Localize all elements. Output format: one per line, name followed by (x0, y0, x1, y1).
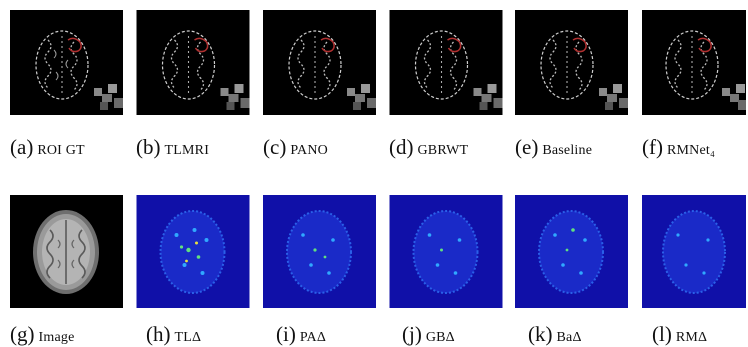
brain-edge-map (515, 10, 628, 115)
caption-tag: (a) (10, 135, 34, 159)
tl-error-map (136, 195, 250, 308)
caption-c: (c) PANO (263, 135, 328, 160)
caption-name: ROI GT (37, 143, 85, 158)
brain-mri-slice (10, 195, 123, 308)
caption-tag: (k) (528, 322, 553, 346)
gb-error-map (389, 195, 503, 308)
caption-name: Image (38, 330, 75, 345)
caption-name: PANO (290, 143, 328, 158)
baseline-image (515, 10, 628, 115)
error-map (389, 195, 503, 308)
caption-e: (e) Baseline (515, 135, 592, 160)
caption-f: (f) RMNet₄ (642, 135, 715, 160)
caption-tag: (d) (389, 135, 414, 159)
caption-i: (i) PAΔ (276, 322, 326, 347)
caption-tag: (j) (402, 322, 422, 346)
brain-edge-map (263, 10, 376, 115)
caption-name: BaΔ (556, 330, 582, 345)
caption-name: Baseline (542, 143, 593, 158)
caption-name: RMNet₄ (666, 143, 716, 158)
caption-name: RMΔ (675, 330, 708, 345)
tlmri-image (136, 10, 250, 115)
caption-name: GBΔ (425, 330, 455, 345)
caption-tag: (c) (263, 135, 287, 159)
brain-edge-map (389, 10, 503, 115)
mri-image (10, 195, 123, 308)
caption-tag: (b) (136, 135, 161, 159)
caption-tag: (i) (276, 322, 296, 346)
rmnet-image (642, 10, 746, 115)
brain-edge-map (642, 10, 746, 115)
caption-name: PAΔ (299, 330, 327, 345)
caption-tag: (g) (10, 322, 35, 346)
caption-a: (a) ROI GT (10, 135, 85, 160)
caption-j: (j) GBΔ (402, 322, 455, 347)
pano-image (263, 10, 376, 115)
error-map (515, 195, 628, 308)
brain-edge-map (10, 10, 123, 115)
brain-edge-map (136, 10, 250, 115)
error-map (136, 195, 250, 308)
error-map (642, 195, 746, 308)
caption-b: (b) TLMRI (136, 135, 209, 160)
caption-g: (g) Image (10, 322, 74, 347)
rm-error-map (642, 195, 746, 308)
caption-k: (k) BaΔ (528, 322, 582, 347)
caption-name: TLΔ (174, 330, 202, 345)
caption-d: (d) GBRWT (389, 135, 468, 160)
pa-error-map (263, 195, 376, 308)
caption-name: GBRWT (417, 143, 469, 158)
caption-tag: (l) (652, 322, 672, 346)
roi-gt-image (10, 10, 123, 115)
caption-tag: (h) (146, 322, 171, 346)
caption-h: (h) TLΔ (146, 322, 201, 347)
caption-tag: (e) (515, 135, 539, 159)
caption-name: TLMRI (164, 143, 210, 158)
gbrwt-image (389, 10, 503, 115)
error-map (263, 195, 376, 308)
caption-tag: (f) (642, 135, 663, 159)
ba-error-map (515, 195, 628, 308)
caption-l: (l) RMΔ (652, 322, 707, 347)
